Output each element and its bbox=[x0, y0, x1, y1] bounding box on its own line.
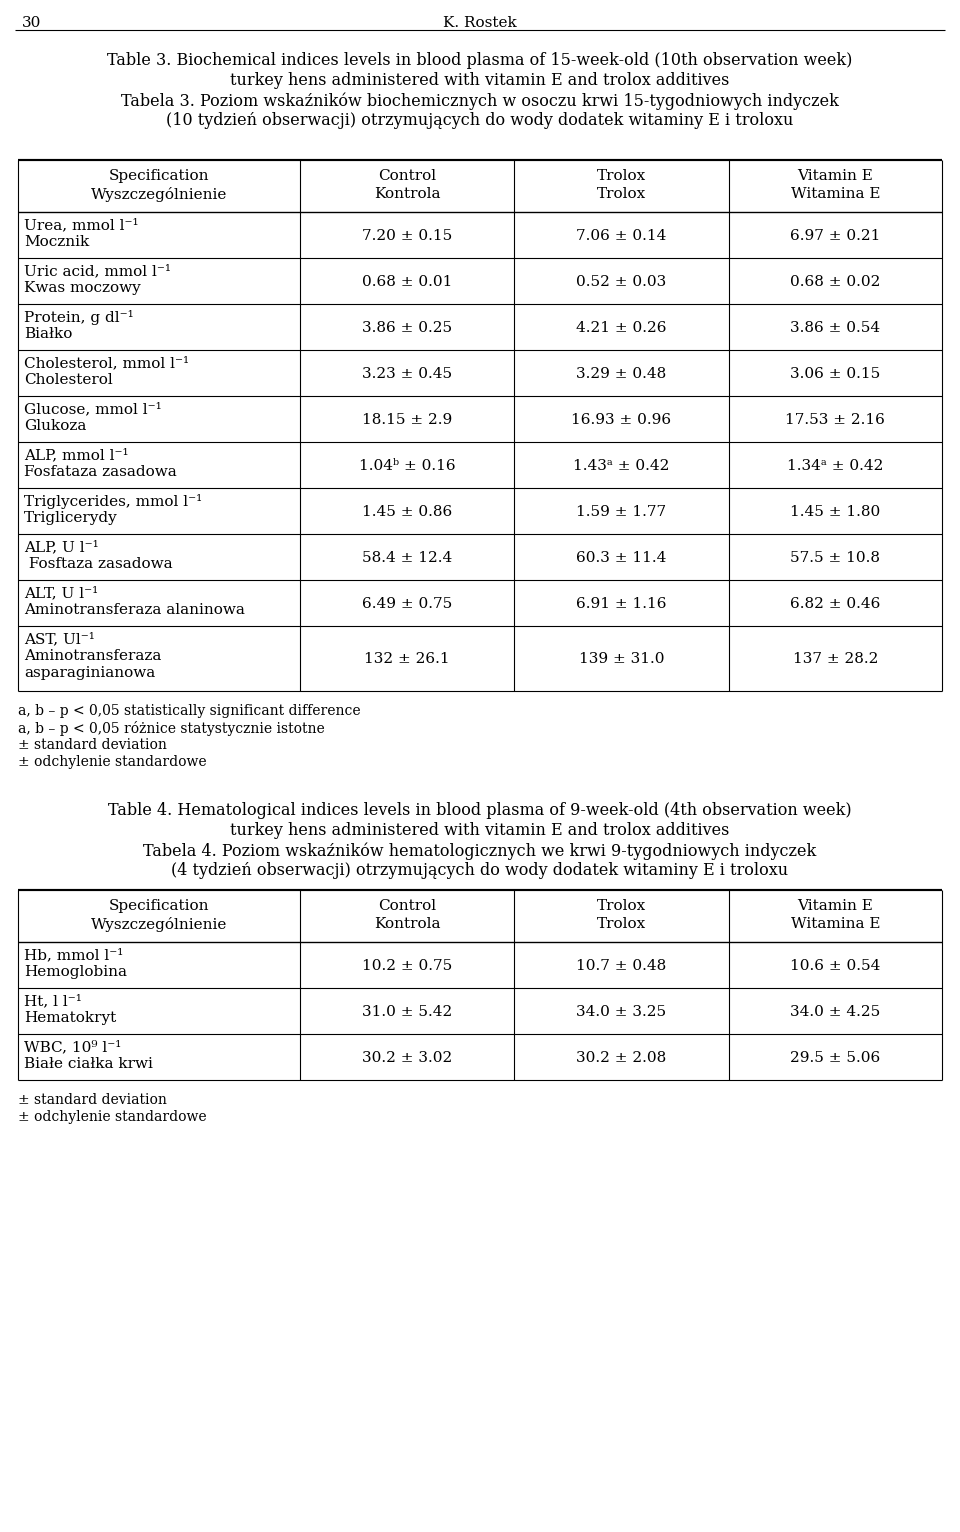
Text: WBC, 10⁹ l⁻¹: WBC, 10⁹ l⁻¹ bbox=[24, 1040, 121, 1054]
Text: Table 4. Hematological indices levels in blood plasma of 9-week-old (4th observa: Table 4. Hematological indices levels in… bbox=[108, 801, 852, 820]
Text: Tabela 4. Poziom wskaźników hematologicznych we krwi 9-tygodniowych indyczek: Tabela 4. Poziom wskaźników hematologicz… bbox=[143, 843, 817, 859]
Text: Control: Control bbox=[378, 899, 436, 913]
Text: 30.2 ± 2.08: 30.2 ± 2.08 bbox=[576, 1051, 666, 1065]
Text: 34.0 ± 4.25: 34.0 ± 4.25 bbox=[790, 1005, 880, 1019]
Text: 139 ± 31.0: 139 ± 31.0 bbox=[579, 653, 664, 666]
Text: ± odchylenie standardowe: ± odchylenie standardowe bbox=[18, 755, 206, 769]
Text: Białko: Białko bbox=[24, 326, 72, 342]
Text: Cholesterol, mmol l⁻¹: Cholesterol, mmol l⁻¹ bbox=[24, 355, 189, 371]
Text: 29.5 ± 5.06: 29.5 ± 5.06 bbox=[790, 1051, 880, 1065]
Text: Wyszczególnienie: Wyszczególnienie bbox=[91, 187, 228, 202]
Text: 16.93 ± 0.96: 16.93 ± 0.96 bbox=[571, 414, 671, 427]
Text: AST, Ul⁻¹: AST, Ul⁻¹ bbox=[24, 633, 95, 647]
Text: 1.45 ± 0.86: 1.45 ± 0.86 bbox=[362, 506, 452, 519]
Text: 3.86 ± 0.54: 3.86 ± 0.54 bbox=[790, 322, 880, 336]
Text: Trolox: Trolox bbox=[597, 187, 646, 201]
Text: 6.82 ± 0.46: 6.82 ± 0.46 bbox=[790, 597, 880, 611]
Text: turkey hens administered with vitamin E and trolox additives: turkey hens administered with vitamin E … bbox=[230, 823, 730, 840]
Text: 34.0 ± 3.25: 34.0 ± 3.25 bbox=[576, 1005, 666, 1019]
Text: Specification: Specification bbox=[108, 899, 209, 913]
Text: 6.97 ± 0.21: 6.97 ± 0.21 bbox=[790, 228, 880, 244]
Text: Mocznik: Mocznik bbox=[24, 234, 89, 250]
Text: a, b – p < 0,05 statistically significant difference: a, b – p < 0,05 statistically significan… bbox=[18, 705, 361, 719]
Text: Specification: Specification bbox=[108, 169, 209, 182]
Text: 10.7 ± 0.48: 10.7 ± 0.48 bbox=[576, 959, 666, 973]
Text: Białe ciałka krwi: Białe ciałka krwi bbox=[24, 1057, 153, 1071]
Text: Vitamin E: Vitamin E bbox=[798, 899, 874, 913]
Text: Tabela 3. Poziom wskaźników biochemicznych w osoczu krwi 15-tygodniowych indycze: Tabela 3. Poziom wskaźników biochemiczny… bbox=[121, 92, 839, 109]
Text: Witamina E: Witamina E bbox=[790, 187, 880, 201]
Text: turkey hens administered with vitamin E and trolox additives: turkey hens administered with vitamin E … bbox=[230, 72, 730, 89]
Text: Fosftaza zasadowa: Fosftaza zasadowa bbox=[24, 558, 173, 571]
Text: 31.0 ± 5.42: 31.0 ± 5.42 bbox=[362, 1005, 452, 1019]
Text: Aminotransferaza: Aminotransferaza bbox=[24, 650, 161, 663]
Text: Hb, mmol l⁻¹: Hb, mmol l⁻¹ bbox=[24, 948, 124, 962]
Text: 30: 30 bbox=[22, 15, 41, 31]
Text: Trolox: Trolox bbox=[597, 169, 646, 182]
Text: Wyszczególnienie: Wyszczególnienie bbox=[91, 918, 228, 931]
Text: Trolox: Trolox bbox=[597, 918, 646, 931]
Text: Control: Control bbox=[378, 169, 436, 182]
Text: Vitamin E: Vitamin E bbox=[798, 169, 874, 182]
Text: ± standard deviation: ± standard deviation bbox=[18, 1092, 167, 1108]
Text: ± standard deviation: ± standard deviation bbox=[18, 738, 167, 752]
Text: Glucose, mmol l⁻¹: Glucose, mmol l⁻¹ bbox=[24, 401, 161, 417]
Text: ± odchylenie standardowe: ± odchylenie standardowe bbox=[18, 1111, 206, 1124]
Text: Hematokryt: Hematokryt bbox=[24, 1011, 116, 1025]
Text: 7.20 ± 0.15: 7.20 ± 0.15 bbox=[362, 228, 452, 244]
Text: 137 ± 28.2: 137 ± 28.2 bbox=[793, 653, 878, 666]
Text: K. Rostek: K. Rostek bbox=[444, 15, 516, 31]
Text: 1.59 ± 1.77: 1.59 ± 1.77 bbox=[576, 506, 666, 519]
Text: (10 tydzień obserwacji) otrzymujących do wody dodatek witaminy E i troloxu: (10 tydzień obserwacji) otrzymujących do… bbox=[166, 112, 794, 129]
Text: a, b – p < 0,05 różnice statystycznie istotne: a, b – p < 0,05 różnice statystycznie is… bbox=[18, 722, 324, 735]
Text: ALP, mmol l⁻¹: ALP, mmol l⁻¹ bbox=[24, 447, 129, 463]
Text: asparaginianowa: asparaginianowa bbox=[24, 666, 156, 680]
Text: 60.3 ± 11.4: 60.3 ± 11.4 bbox=[576, 552, 666, 565]
Text: 30.2 ± 3.02: 30.2 ± 3.02 bbox=[362, 1051, 452, 1065]
Text: 6.91 ± 1.16: 6.91 ± 1.16 bbox=[576, 597, 666, 611]
Text: Hemoglobina: Hemoglobina bbox=[24, 965, 127, 979]
Text: Trolox: Trolox bbox=[597, 899, 646, 913]
Text: 1.34ᵃ ± 0.42: 1.34ᵃ ± 0.42 bbox=[787, 460, 883, 473]
Text: 7.06 ± 0.14: 7.06 ± 0.14 bbox=[576, 228, 666, 244]
Text: 3.29 ± 0.48: 3.29 ± 0.48 bbox=[576, 368, 666, 381]
Text: Cholesterol: Cholesterol bbox=[24, 372, 112, 388]
Text: 17.53 ± 2.16: 17.53 ± 2.16 bbox=[785, 414, 885, 427]
Text: Triglycerides, mmol l⁻¹: Triglycerides, mmol l⁻¹ bbox=[24, 493, 203, 509]
Text: Kontrola: Kontrola bbox=[373, 918, 441, 931]
Text: 0.68 ± 0.01: 0.68 ± 0.01 bbox=[362, 276, 452, 290]
Text: Ht, l l⁻¹: Ht, l l⁻¹ bbox=[24, 994, 82, 1008]
Text: Uric acid, mmol l⁻¹: Uric acid, mmol l⁻¹ bbox=[24, 264, 171, 277]
Text: Witamina E: Witamina E bbox=[790, 918, 880, 931]
Text: Triglicerydy: Triglicerydy bbox=[24, 512, 118, 525]
Text: Kwas moczowy: Kwas moczowy bbox=[24, 280, 141, 296]
Text: Table 3. Biochemical indices levels in blood plasma of 15-week-old (10th observa: Table 3. Biochemical indices levels in b… bbox=[108, 52, 852, 69]
Text: Kontrola: Kontrola bbox=[373, 187, 441, 201]
Text: Protein, g dl⁻¹: Protein, g dl⁻¹ bbox=[24, 309, 133, 325]
Text: ALP, U l⁻¹: ALP, U l⁻¹ bbox=[24, 539, 99, 555]
Text: 10.6 ± 0.54: 10.6 ± 0.54 bbox=[790, 959, 880, 973]
Text: 10.2 ± 0.75: 10.2 ± 0.75 bbox=[362, 959, 452, 973]
Text: 6.49 ± 0.75: 6.49 ± 0.75 bbox=[362, 597, 452, 611]
Text: 0.68 ± 0.02: 0.68 ± 0.02 bbox=[790, 276, 880, 290]
Text: 0.52 ± 0.03: 0.52 ± 0.03 bbox=[576, 276, 666, 290]
Text: 1.43ᵃ ± 0.42: 1.43ᵃ ± 0.42 bbox=[573, 460, 669, 473]
Text: 57.5 ± 10.8: 57.5 ± 10.8 bbox=[790, 552, 880, 565]
Text: 3.86 ± 0.25: 3.86 ± 0.25 bbox=[362, 322, 452, 336]
Text: 58.4 ± 12.4: 58.4 ± 12.4 bbox=[362, 552, 452, 565]
Text: Glukoza: Glukoza bbox=[24, 418, 86, 434]
Text: (4 tydzień obserwacji) otrzymujących do wody dodatek witaminy E i troloxu: (4 tydzień obserwacji) otrzymujących do … bbox=[172, 863, 788, 879]
Text: 18.15 ± 2.9: 18.15 ± 2.9 bbox=[362, 414, 452, 427]
Text: 1.04ᵇ ± 0.16: 1.04ᵇ ± 0.16 bbox=[359, 460, 455, 473]
Text: 3.23 ± 0.45: 3.23 ± 0.45 bbox=[362, 368, 452, 381]
Text: Urea, mmol l⁻¹: Urea, mmol l⁻¹ bbox=[24, 218, 138, 231]
Text: ALT, U l⁻¹: ALT, U l⁻¹ bbox=[24, 587, 98, 601]
Text: Fosfataza zasadowa: Fosfataza zasadowa bbox=[24, 466, 177, 480]
Text: 4.21 ± 0.26: 4.21 ± 0.26 bbox=[576, 322, 666, 336]
Text: 132 ± 26.1: 132 ± 26.1 bbox=[364, 653, 450, 666]
Text: 3.06 ± 0.15: 3.06 ± 0.15 bbox=[790, 368, 880, 381]
Text: 1.45 ± 1.80: 1.45 ± 1.80 bbox=[790, 506, 880, 519]
Text: Aminotransferaza alaninowa: Aminotransferaza alaninowa bbox=[24, 604, 245, 617]
